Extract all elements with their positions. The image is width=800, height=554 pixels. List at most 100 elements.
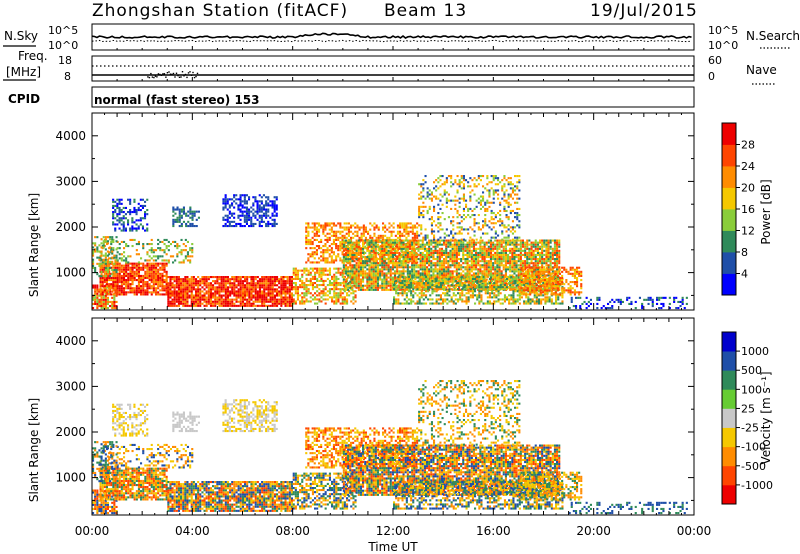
power-cell [282,278,284,280]
power-cell [422,258,424,260]
power-cell [535,264,537,266]
power-cell [475,256,477,258]
power-cell [445,256,447,258]
power-cell [403,252,405,254]
power-cell [539,242,541,244]
power-cell [289,282,291,284]
power-cell [469,268,471,270]
power-cell [409,266,411,268]
power-cell [329,225,331,227]
power-cell [403,254,405,256]
power-cell [347,289,349,291]
power-cell [280,286,282,288]
power-cell [392,264,394,266]
power-cell [295,292,297,294]
power-cell [447,254,449,256]
power-cell [435,262,437,264]
power-cell [454,246,456,248]
power-cell [166,265,168,267]
power-cell [356,262,358,264]
power-cell [347,252,349,254]
power-cell [252,202,254,204]
power-cell [496,272,498,274]
power-cell [123,217,125,219]
power-cell [343,272,345,274]
power-cell [197,286,199,288]
power-cell [114,223,116,225]
power-cell [155,273,157,275]
power-cell [314,282,316,284]
power-cell [295,284,297,286]
power-cell [248,217,250,219]
power-cell [305,241,307,243]
power-cell [257,292,259,294]
power-cell [524,250,526,252]
power-cell [164,267,166,269]
power-cell [146,263,148,265]
power-cell [289,295,291,297]
power-cell [518,248,520,250]
power-cell [362,250,364,252]
power-cell [144,215,146,217]
power-cell [528,262,530,264]
power-cell [276,284,278,286]
power-cell [449,272,451,274]
power-cell [112,271,114,273]
power-cell [377,264,379,266]
power-cell [405,270,407,272]
power-cell [138,283,140,285]
power-cell [119,228,121,230]
power-cell [388,264,390,266]
power-cell [250,280,252,282]
power-cell [354,222,356,224]
power-cell [149,265,151,267]
power-cell [176,290,178,292]
power-cell [250,290,252,292]
power-cell [293,294,295,296]
power-cell [233,282,235,284]
power-cell [257,276,259,278]
power-cell [136,289,138,291]
power-cell [343,270,345,272]
power-cell [272,280,274,282]
power-cell [214,303,216,305]
power-cell [477,248,479,250]
power-cell [322,255,324,257]
power-cell [198,217,200,219]
power-cell [481,248,483,250]
power-cell [362,266,364,268]
power-cell [386,240,388,242]
power-cell [240,292,242,294]
power-cell [121,217,123,219]
power-cell [320,225,322,227]
noise-tick-low-right: 10^0 [708,39,738,52]
power-cell [356,256,358,258]
power-cell [280,290,282,292]
power-cell [303,288,305,290]
power-cell [358,270,360,272]
power-cell [248,219,250,221]
power-cell [307,259,309,261]
nave-label: Nave [746,63,777,77]
power-cell [136,287,138,289]
power-cell [452,246,454,248]
power-cell [199,288,201,290]
power-cell [255,305,257,307]
power-cell [102,277,104,279]
power-cell [272,286,274,288]
power-cell [428,260,430,262]
power-cell [379,256,381,258]
power-cell [201,299,203,301]
power-cell [164,259,166,261]
power-cell [253,290,255,292]
power-cell [259,207,261,209]
power-cell [435,246,437,248]
power-cell [310,300,312,302]
power-cell [327,257,329,259]
power-cell [134,275,136,277]
power-cell [231,198,233,200]
power-cell [340,288,342,290]
power-cell [324,245,326,247]
power-cell [183,213,185,215]
power-cell [351,277,353,279]
